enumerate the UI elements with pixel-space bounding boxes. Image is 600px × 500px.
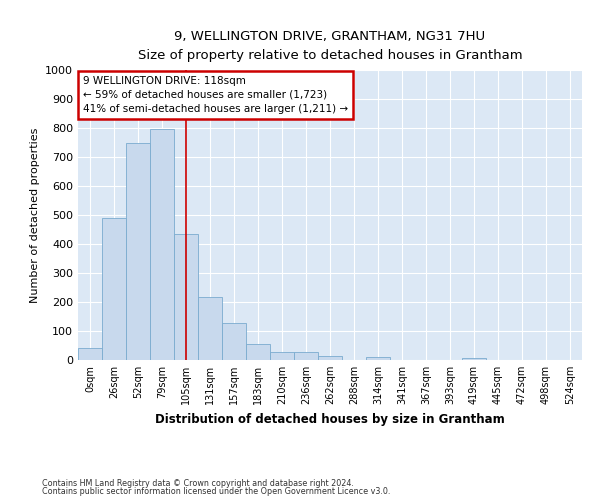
Bar [318,356,342,360]
Bar [150,130,174,360]
Title: 9, WELLINGTON DRIVE, GRANTHAM, NG31 7HU
Size of property relative to detached ho: 9, WELLINGTON DRIVE, GRANTHAM, NG31 7HU … [137,30,523,62]
Bar [366,358,390,360]
Bar [246,344,270,360]
Text: Contains public sector information licensed under the Open Government Licence v3: Contains public sector information licen… [42,487,391,496]
Text: 9 WELLINGTON DRIVE: 118sqm
← 59% of detached houses are smaller (1,723)
41% of s: 9 WELLINGTON DRIVE: 118sqm ← 59% of deta… [83,76,348,114]
Bar [270,352,294,360]
Text: Contains HM Land Registry data © Crown copyright and database right 2024.: Contains HM Land Registry data © Crown c… [42,478,354,488]
Bar [126,143,150,360]
Bar [174,234,198,360]
Bar [294,352,318,360]
Bar [102,218,126,360]
Y-axis label: Number of detached properties: Number of detached properties [29,128,40,302]
Bar [198,297,222,360]
X-axis label: Distribution of detached houses by size in Grantham: Distribution of detached houses by size … [155,412,505,426]
Bar [78,348,102,360]
Bar [222,323,246,360]
Bar [462,358,486,360]
